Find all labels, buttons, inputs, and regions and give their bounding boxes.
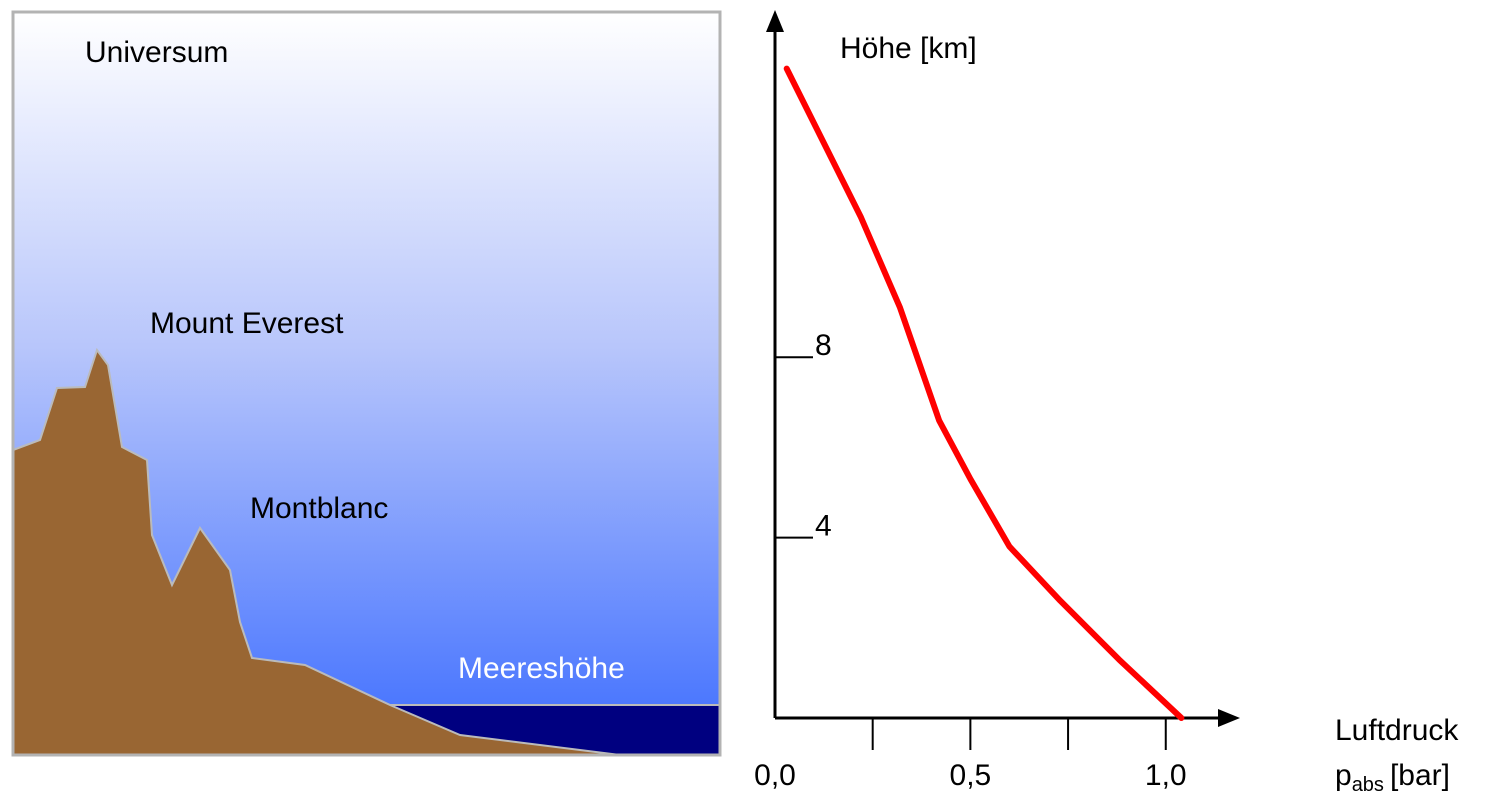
label-everest: Mount Everest [150,307,344,340]
unit: [bar] [1390,759,1450,792]
y-axis-label: Höhe [km] [840,32,977,65]
label-universe: Universum [85,36,228,69]
x-axis-label: Luftdruck [1335,714,1459,747]
x-tick-label: 0,5 [950,759,992,792]
x-axis-unit: pabs [bar] [1335,759,1450,796]
x-axis-arrow [1218,709,1240,727]
illustration: Universum Mount Everest Montblanc Meeres… [13,12,720,755]
label-sea-level: Meereshöhe [458,652,625,685]
x-tick-label: 1,0 [1145,759,1187,792]
x-tick-label: 0,0 [754,759,796,792]
symbol: p [1335,759,1352,792]
subscript: abs [1352,774,1384,796]
page: {"illustration": {"labels": ["Universum"… [0,0,1497,800]
y-axis-arrow [766,10,784,32]
figure: Universum Mount Everest Montblanc Meeres… [0,0,1497,800]
y-tick-label: 8 [815,329,832,362]
chart: Höhe [km] Luftdruck pabs [bar] 0,0 0,5 1,0 4… [754,10,1459,796]
y-tick-label: 4 [815,510,832,543]
pressure-curve [787,69,1182,718]
label-montblanc: Montblanc [250,492,388,525]
